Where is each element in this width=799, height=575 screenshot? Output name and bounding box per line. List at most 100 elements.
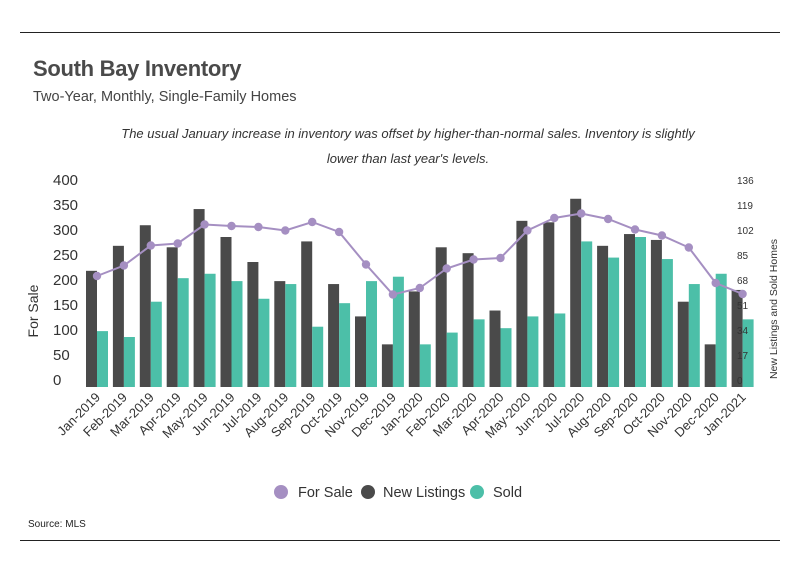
y-tick-label: 350	[53, 197, 78, 214]
sold-bar	[285, 284, 297, 387]
sold-bar	[554, 313, 566, 387]
new-listings-bar	[328, 284, 340, 387]
new-listings-bar	[489, 310, 501, 387]
legend-for-sale-label: For Sale	[298, 485, 353, 501]
for-sale-point	[334, 227, 344, 237]
sold-bar	[150, 301, 162, 387]
sold-bar	[581, 241, 593, 387]
y-tick-label: 250	[53, 247, 78, 264]
new-listings-bar	[597, 245, 609, 387]
sold-bar	[500, 328, 512, 387]
y2-tick-label: 68	[737, 276, 749, 287]
for-sale-point	[254, 222, 263, 232]
legend: For Sale New Listings Sold	[274, 485, 522, 501]
sold-bar	[715, 273, 727, 387]
for-sale-point	[469, 255, 478, 264]
sold-bar	[608, 257, 620, 387]
for-sale-point	[308, 217, 317, 227]
for-sale-point	[603, 214, 613, 224]
sold-bar	[446, 332, 458, 387]
legend-sold-marker	[470, 485, 484, 499]
source-note: Source: MLS	[28, 519, 86, 530]
chart-title: South Bay Inventory	[33, 56, 242, 81]
y2-tick-label: 119	[737, 201, 753, 212]
sold-bar	[231, 281, 243, 387]
new-listings-bar	[112, 245, 124, 387]
new-listings-bar	[193, 209, 205, 387]
for-sale-point	[684, 243, 693, 252]
y-tick-label: 0	[53, 372, 61, 389]
y2-tick-label: 85	[737, 251, 749, 262]
y2-tick-label: 0	[737, 376, 743, 387]
for-sale-point	[550, 213, 559, 223]
top-rule	[20, 32, 780, 33]
new-listings-bar	[570, 198, 582, 387]
new-listings-bar	[86, 270, 97, 387]
new-listings-bar	[166, 247, 178, 387]
y2-tick-label: 102	[737, 226, 754, 237]
new-listings-bar	[435, 247, 447, 387]
legend-for-sale-marker	[274, 485, 288, 499]
new-listings-bar	[516, 220, 528, 387]
new-listings-bar	[247, 262, 259, 387]
chart-annotation: The usual January increase in inventory …	[121, 126, 695, 166]
for-sale-point	[657, 231, 667, 240]
sold-bar	[123, 337, 135, 387]
new-listings-bar	[220, 237, 232, 387]
chart-subtitle: Two-Year, Monthly, Single-Family Homes	[33, 89, 297, 105]
y-axis-title: For Sale	[25, 284, 41, 337]
new-listings-bar	[408, 291, 420, 387]
new-listings-bar	[355, 316, 366, 387]
new-listings-bar	[624, 234, 635, 387]
new-listings-bar	[650, 239, 662, 387]
new-listings-bar	[677, 301, 689, 387]
new-listings-bar	[462, 253, 474, 387]
y2-axis-title: New Listings and Sold Homes	[768, 239, 780, 379]
sold-bar	[97, 331, 108, 387]
y2-tick-label: 17	[737, 351, 749, 362]
for-sale-point	[173, 239, 182, 248]
legend-new-listings-label: New Listings	[383, 485, 465, 501]
y-tick-label: 100	[53, 322, 78, 339]
y2-tick-label: 51	[737, 301, 749, 312]
for-sale-point	[281, 226, 290, 235]
sold-bar	[177, 278, 189, 387]
y-tick-label: 300	[53, 222, 78, 239]
sold-bar	[312, 326, 324, 387]
sold-bar	[635, 237, 646, 387]
y-tick-label: 400	[53, 172, 78, 189]
new-listings-bar	[381, 344, 393, 387]
for-sale-point	[630, 225, 640, 234]
new-listings-bar	[274, 281, 286, 387]
y2-tick-label: 34	[737, 326, 749, 337]
y-tick-label: 50	[53, 347, 70, 364]
for-sale-point	[388, 290, 398, 299]
for-sale-point	[227, 221, 236, 231]
for-sale-point	[523, 226, 532, 235]
sold-bar	[661, 259, 673, 387]
sold-bar	[473, 319, 485, 387]
legend-new-listings-marker	[361, 485, 375, 499]
new-listings-bar	[731, 289, 743, 387]
bottom-rule	[20, 540, 780, 541]
sold-bar	[688, 284, 700, 387]
sold-bar	[366, 281, 377, 387]
sold-bar	[204, 273, 216, 387]
for-sale-point	[119, 261, 129, 270]
new-listings-bar	[543, 222, 555, 387]
for-sale-point	[361, 260, 371, 269]
sold-bar	[258, 298, 270, 387]
for-sale-point	[146, 241, 155, 250]
y2-tick-label: 136	[737, 176, 754, 187]
for-sale-point	[200, 220, 209, 229]
new-listings-bar	[704, 344, 716, 387]
sold-bar	[339, 303, 351, 387]
legend-sold-label: Sold	[493, 485, 522, 501]
sold-bar	[742, 319, 754, 387]
for-sale-point	[92, 271, 102, 281]
sold-bar	[419, 344, 431, 387]
for-sale-point	[442, 264, 451, 273]
new-listings-bar	[139, 225, 151, 387]
for-sale-point	[496, 253, 505, 263]
for-sale-point	[415, 283, 424, 293]
